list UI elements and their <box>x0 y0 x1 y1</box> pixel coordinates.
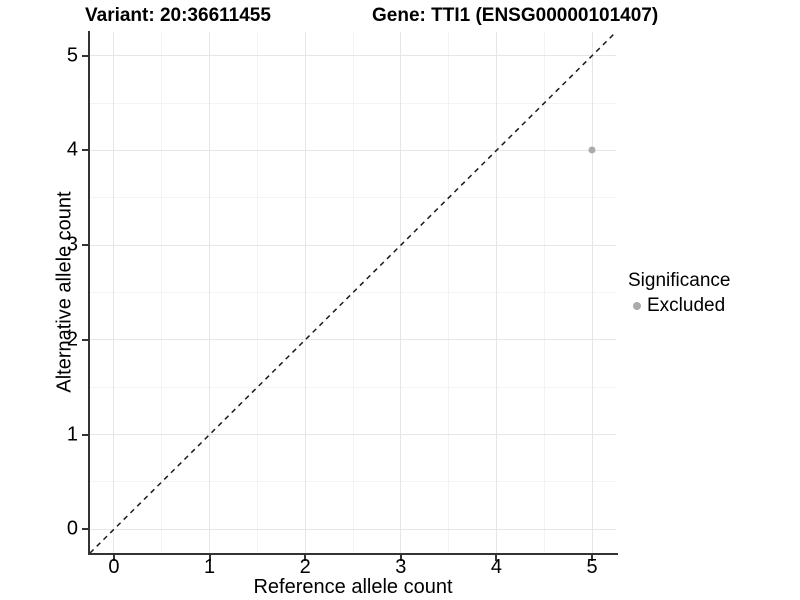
legend-entry-label: Excluded <box>647 295 726 316</box>
x-axis-line <box>88 553 618 555</box>
plot-panel <box>89 31 617 554</box>
x-tick-mark <box>208 555 211 561</box>
y-tick-label: 0 <box>66 517 78 540</box>
major-gridline-vertical <box>591 32 593 553</box>
y-tick-mark <box>82 433 88 436</box>
x-tick-mark <box>304 555 307 561</box>
major-gridline-horizontal <box>90 434 616 436</box>
x-tick-mark <box>495 555 498 561</box>
major-gridline-horizontal <box>90 149 616 151</box>
y-tick-label: 5 <box>66 44 78 67</box>
major-gridline-vertical <box>495 32 497 553</box>
major-gridline-horizontal <box>90 339 616 341</box>
major-gridline-vertical <box>209 32 211 553</box>
major-gridline-vertical <box>113 32 115 553</box>
plot-title-gene: Gene: TTI1 (ENSG00000101407) <box>372 5 659 26</box>
x-tick-mark <box>591 555 594 561</box>
major-gridline-horizontal <box>90 55 616 57</box>
y-axis-title: Alternative allele count <box>53 191 76 393</box>
y-tick-mark <box>82 528 88 531</box>
y-tick-mark <box>82 338 88 341</box>
x-tick-label: 4 <box>490 556 503 578</box>
minor-gridline-horizontal <box>90 481 616 483</box>
x-tick-label: 1 <box>203 556 216 578</box>
legend: Significance Excluded <box>628 270 730 317</box>
x-tick-mark <box>399 555 402 561</box>
identity-reference-line <box>89 31 617 554</box>
major-gridline-horizontal <box>90 528 616 530</box>
legend-entry: Excluded <box>633 295 730 317</box>
y-tick-label: 2 <box>66 328 78 351</box>
minor-gridline-horizontal <box>90 386 616 388</box>
minor-gridline-horizontal <box>90 102 616 104</box>
y-tick-label: 3 <box>66 233 78 256</box>
x-tick-label: 3 <box>395 556 407 578</box>
y-tick-mark <box>82 244 88 247</box>
minor-gridline-horizontal <box>90 197 616 199</box>
plot-title-variant: Variant: 20:36611455 <box>85 5 271 26</box>
x-tick-label: 2 <box>299 556 311 578</box>
y-tick-label: 1 <box>66 423 78 446</box>
x-tick-mark <box>112 555 115 561</box>
x-tick-label: 0 <box>108 556 120 578</box>
major-gridline-vertical <box>400 32 402 553</box>
minor-gridline-horizontal <box>90 292 616 293</box>
data-point <box>588 146 596 154</box>
y-tick-label: 4 <box>66 138 78 161</box>
x-axis-title: Reference allele count <box>253 576 453 598</box>
x-tick-label: 5 <box>586 556 598 578</box>
y-axis-line <box>88 31 90 555</box>
major-gridline-horizontal <box>90 244 616 246</box>
legend-title: Significance <box>628 270 731 291</box>
major-gridline-vertical <box>304 32 306 553</box>
legend-point-icon <box>633 302 641 310</box>
y-tick-mark <box>82 149 88 152</box>
legend-entries: Excluded <box>628 295 730 317</box>
y-tick-mark <box>82 54 88 57</box>
